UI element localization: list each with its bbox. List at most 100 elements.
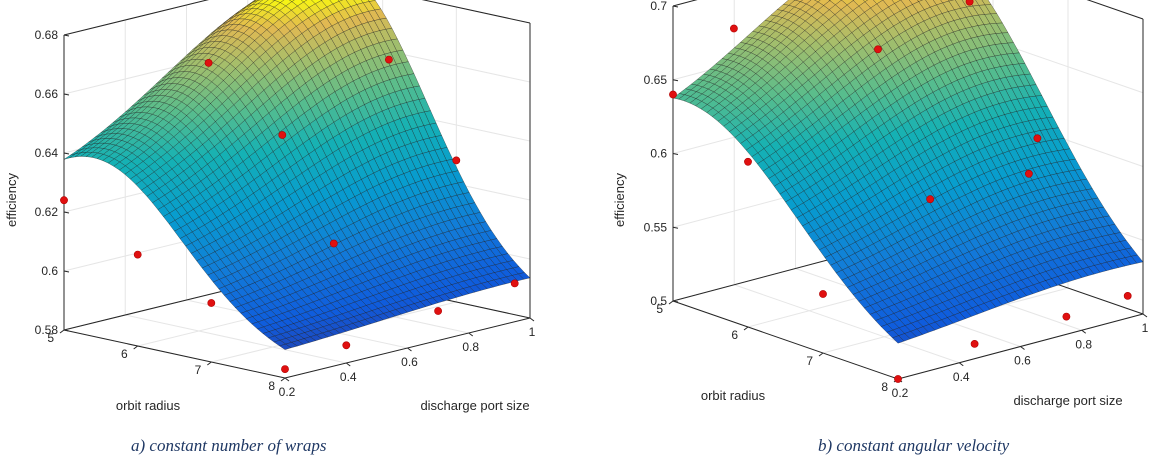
z-tick-mark <box>672 5 679 8</box>
z-tick-mark <box>672 300 679 303</box>
data-points <box>669 0 1132 383</box>
y-tick-label: 0.2 <box>892 386 909 400</box>
y-tick-mark <box>1020 346 1025 350</box>
data-point-11 <box>434 307 442 315</box>
z-tick-label: 0.7 <box>650 0 667 13</box>
x-axis-line <box>63 329 286 379</box>
z-tick-label: 0.55 <box>644 220 668 234</box>
z-tick-mark <box>672 153 679 155</box>
x-tick-mark <box>280 377 286 382</box>
x-tick-mark <box>668 300 674 305</box>
z-tick-label: 0.62 <box>35 205 59 219</box>
data-point-0 <box>60 196 68 205</box>
surface-plot-b: 0.5 0.55 0.6 0.65 0.7 5 6 7 8 0.2 0.4 0.6 0.8 1 effici… <box>612 0 1149 408</box>
y-tick-mark <box>284 377 290 382</box>
z-tick-mark <box>63 270 70 273</box>
x-tick-mark <box>743 326 749 331</box>
data-point-0 <box>669 90 677 99</box>
data-point-9 <box>281 365 289 373</box>
y-tick-label: 1 <box>529 325 536 339</box>
x-tick-label: 7 <box>806 354 813 368</box>
y-tick-mark <box>407 347 412 352</box>
y-tick-label: 0.6 <box>1014 354 1031 368</box>
z-tick-mark <box>63 152 70 155</box>
data-point-7 <box>819 290 827 298</box>
data-point-9 <box>1033 134 1042 143</box>
x-tick-mark <box>133 345 138 350</box>
chart-panel-a: 0.58 0.6 0.62 0.64 0.66 0.68 5 6 7 8 0.2 0.4 0.6 0.8 1… <box>0 0 578 462</box>
y-tick-mark <box>1142 313 1148 318</box>
data-point-12 <box>510 279 519 288</box>
y-tick-label: 0.4 <box>953 370 970 384</box>
surface-patch <box>892 335 905 344</box>
z-tick-label: 0.65 <box>644 73 668 87</box>
y-tick-label: 0.6 <box>401 355 418 369</box>
surface-mesh <box>63 0 531 350</box>
y-tick-label: 0.4 <box>340 370 357 384</box>
y-axis-label: discharge port size <box>1013 393 1122 408</box>
z-tick-mark <box>63 329 70 332</box>
y-tick-mark <box>958 362 964 367</box>
x-tick-mark <box>207 361 212 366</box>
data-point-1 <box>204 59 213 67</box>
data-point-12 <box>970 339 979 348</box>
z-tick-label: 0.6 <box>41 264 58 278</box>
y-axis-label: discharge port size <box>420 398 529 413</box>
caption-b: b) constant angular velocity <box>818 436 1010 455</box>
x-axis-line <box>672 300 899 380</box>
y-gridline <box>125 314 347 364</box>
data-point-4 <box>744 157 752 166</box>
y-tick-label: 1 <box>1142 321 1149 335</box>
data-point-14 <box>1123 291 1132 300</box>
axis-edge <box>63 0 210 36</box>
data-point-5 <box>874 45 882 54</box>
x-axis-label: orbit radius <box>116 398 181 413</box>
x-tick-mark <box>818 352 824 357</box>
z-tick-mark <box>672 226 679 229</box>
z-axis-label: efficiency <box>612 173 627 227</box>
x-tick-label: 5 <box>656 302 663 316</box>
z-tick-mark <box>63 211 70 214</box>
data-point-10 <box>1024 169 1033 178</box>
y-tick-mark <box>529 317 535 322</box>
y-tick-mark <box>345 362 351 367</box>
tick-labels: 0.58 0.6 0.62 0.64 0.66 0.68 5 6 7 8 0.2 0.4 0.6 0.8 1 <box>35 28 536 399</box>
axis-edge <box>1086 0 1144 20</box>
x-tick-label: 6 <box>121 347 128 361</box>
y-tick-label: 0.2 <box>279 385 296 399</box>
z-tick-mark <box>672 79 679 82</box>
surface-plot-a: 0.58 0.6 0.62 0.64 0.66 0.68 5 6 7 8 0.2 0.4 0.6 0.8 1… <box>4 0 536 413</box>
y-tick-mark <box>468 332 474 337</box>
z-axis-label: efficiency <box>4 173 19 227</box>
z-tick-mark <box>63 34 70 37</box>
y-tick-label: 0.8 <box>1075 337 1092 351</box>
surface-mesh <box>672 0 1144 344</box>
data-points <box>60 55 519 373</box>
x-axis-label: orbit radius <box>701 388 766 403</box>
data-point-10 <box>342 341 351 350</box>
data-point-13 <box>1062 312 1071 321</box>
x-tick-label: 5 <box>47 331 54 345</box>
x-tick-label: 8 <box>881 380 888 394</box>
surface-patch <box>862 0 868 3</box>
x-tick-label: 8 <box>268 379 275 393</box>
z-tick-mark <box>63 93 70 96</box>
x-tick-label: 7 <box>195 363 202 377</box>
data-point-6 <box>965 0 974 6</box>
data-point-3 <box>729 24 738 33</box>
z-tick-label: 0.66 <box>35 87 59 101</box>
data-point-8 <box>452 156 461 165</box>
caption-a: a) constant number of wraps <box>131 436 327 455</box>
data-point-11 <box>894 375 902 383</box>
y-tick-label: 0.8 <box>462 340 479 354</box>
data-point-8 <box>926 195 935 204</box>
surface-patch <box>279 343 292 350</box>
z-tick-label: 0.5 <box>650 294 667 308</box>
tick-labels: 0.5 0.55 0.6 0.65 0.7 5 6 7 8 0.2 0.4 0.6 0.8 1 <box>644 0 1149 400</box>
y-tick-mark <box>1081 329 1087 334</box>
data-point-7 <box>329 239 338 248</box>
x-tick-label: 6 <box>731 328 738 342</box>
data-point-6 <box>207 299 216 307</box>
data-point-3 <box>133 250 142 259</box>
chart-panel-b: 0.5 0.55 0.6 0.65 0.7 5 6 7 8 0.2 0.4 0.6 0.8 1 effici… <box>578 0 1157 462</box>
